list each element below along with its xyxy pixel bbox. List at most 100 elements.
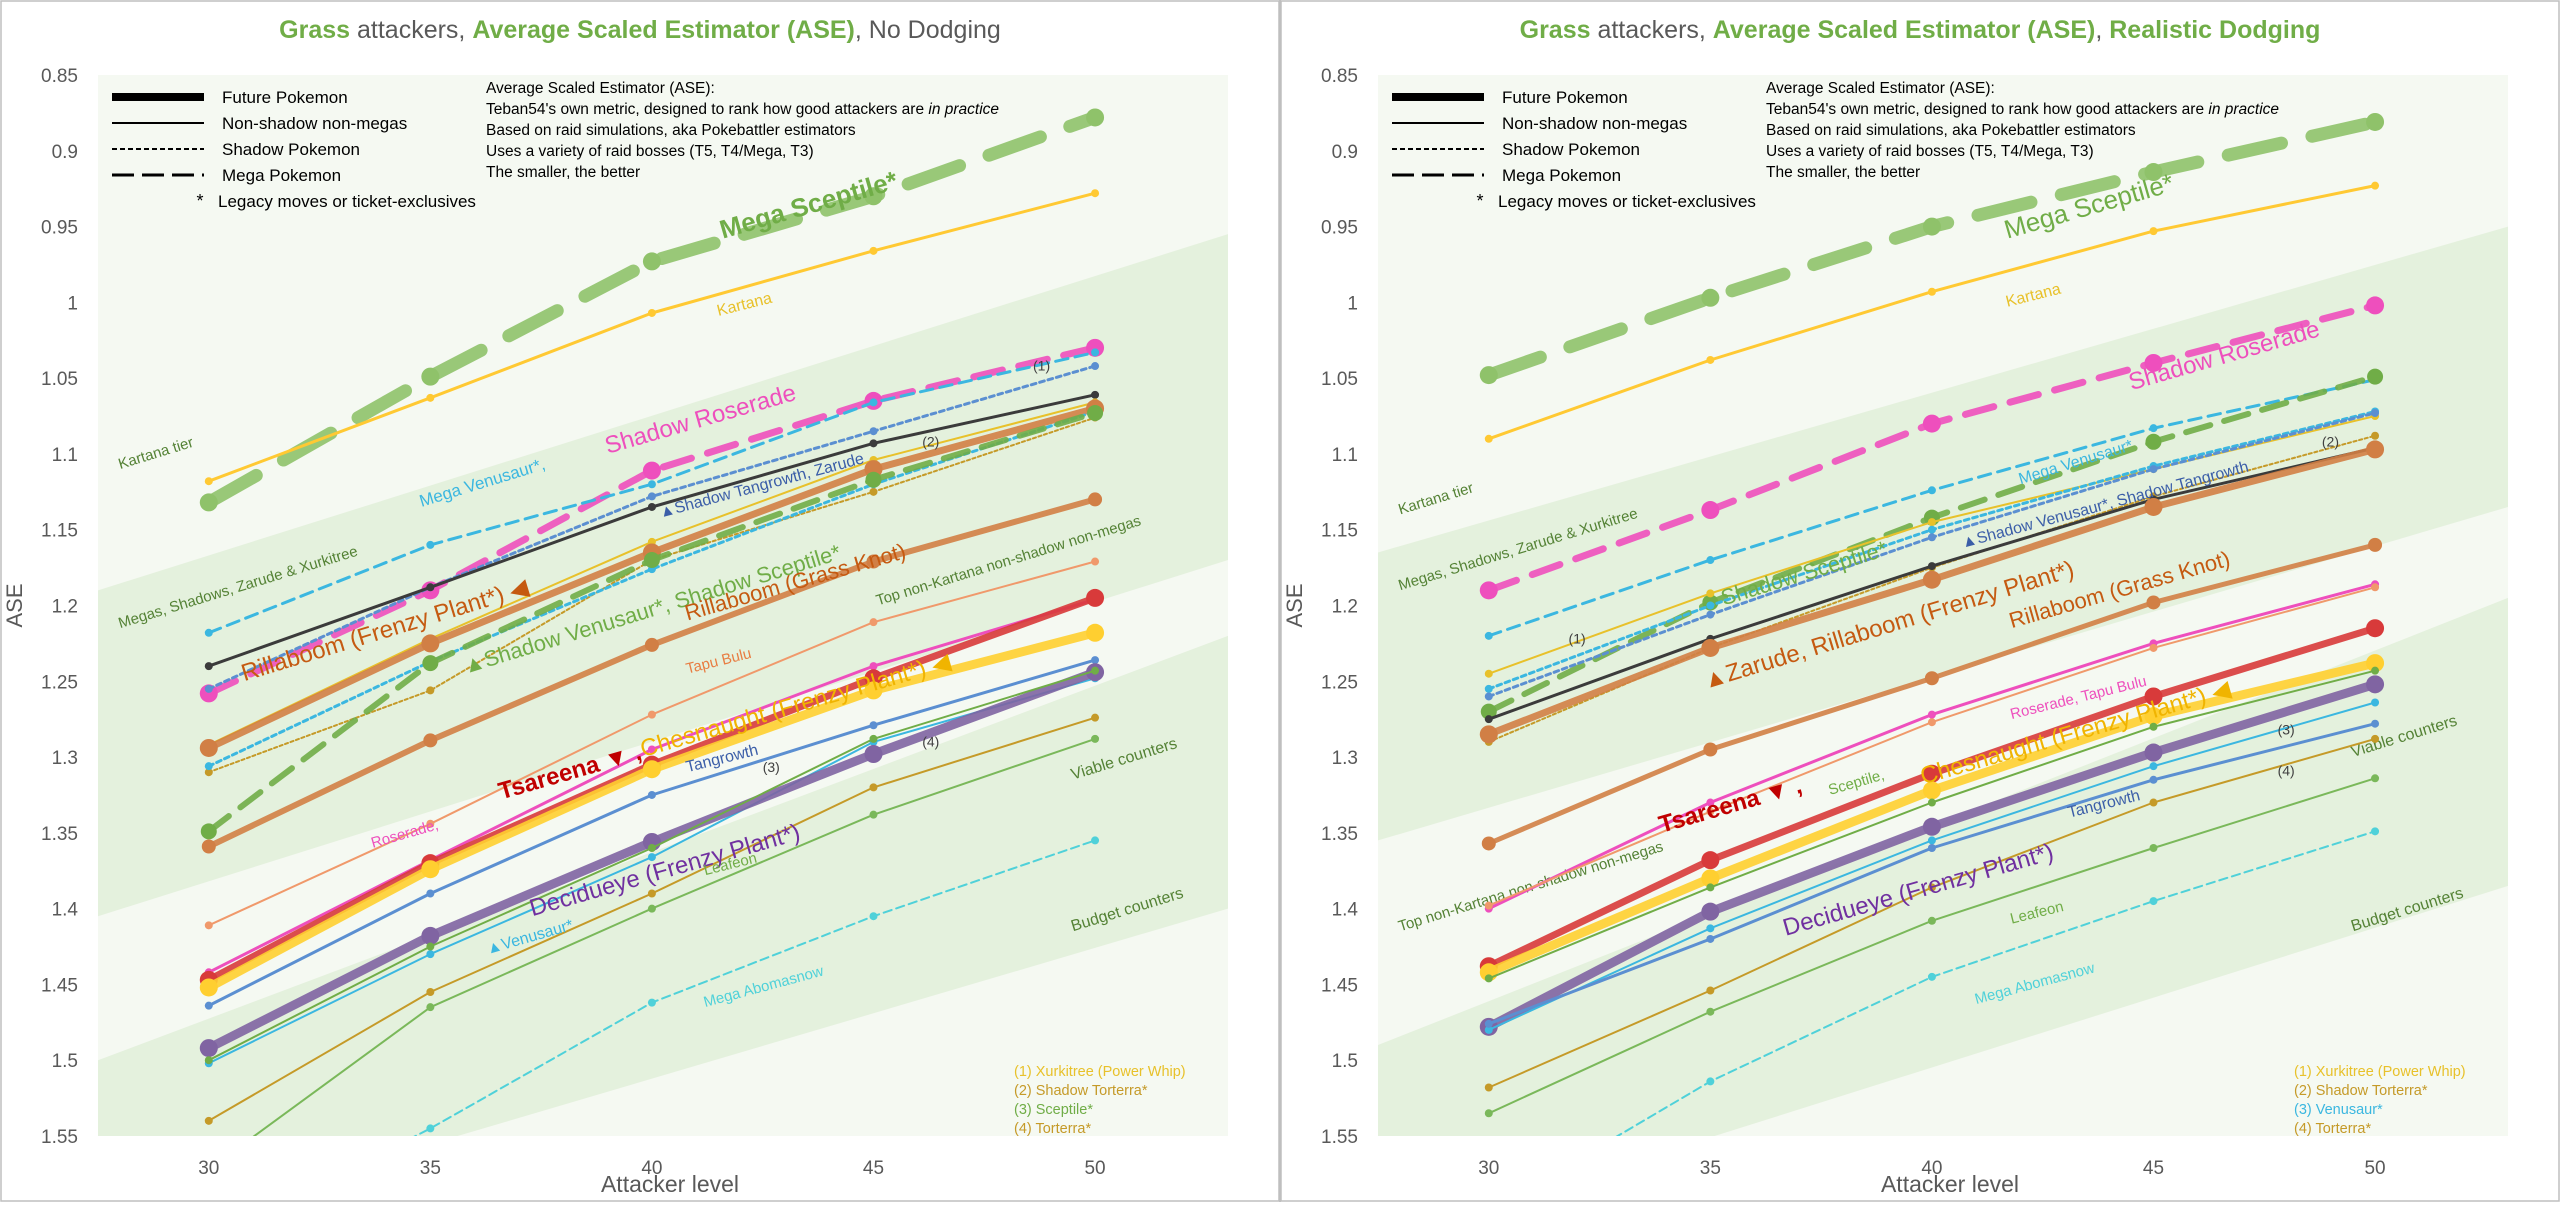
data-point-tangrowth (426, 889, 435, 898)
y-tick-label: 1.2 (52, 597, 78, 618)
series-label-3: (3) (2278, 721, 2295, 737)
legend-star-symbol: * (196, 191, 203, 211)
data-point-sceptile (1927, 798, 1936, 807)
data-point-mega-sceptile (1701, 288, 1720, 307)
series-shadow-sceptile (200, 405, 1104, 840)
y-tick-label: 1.15 (1321, 521, 1358, 542)
ase-note-line-2: Teban54's own metric, designed to rank h… (486, 101, 999, 118)
data-point-decidueye-frenzy-plant (2366, 675, 2385, 694)
data-point-rillaboom-grass-knot (644, 637, 659, 652)
data-point-leafeon (647, 904, 656, 913)
data-point-2-shadow-torterra (204, 768, 213, 777)
y-tick-label: 1.25 (41, 672, 78, 693)
legend-item-mega-pokemon: Mega Pokemon (1392, 166, 1621, 185)
y-tick-label: 1.5 (52, 1051, 78, 1072)
data-point-roserade (647, 745, 656, 754)
series-tsareena (1479, 619, 2385, 976)
series-chesnaught-frenzy-plant (1479, 654, 2385, 982)
data-point-chesnaught-frenzy-plant (642, 760, 661, 779)
series-decidueye-frenzy-plant (199, 663, 1105, 1058)
data-point-shadow-sceptile (2367, 368, 2384, 385)
data-point-decidueye-frenzy-plant (1701, 902, 1720, 921)
y-tick-label: 0.95 (1321, 218, 1358, 239)
ase-note-line-5: The smaller, the better (486, 164, 640, 181)
data-point-rillaboom-grass-knot (2146, 595, 2161, 610)
legend-item-legacy-moves-or-ticket-exclusives: * Legacy moves or ticket-exclusives (196, 191, 475, 211)
series-label-4: (4) (2278, 762, 2295, 778)
legend-label: Legacy moves or ticket-exclusives (218, 192, 476, 211)
data-point-mega-abomasnow (2149, 897, 2158, 906)
data-point-3-venusaur (1484, 1025, 1493, 1034)
series-mega-venusaur (204, 348, 1100, 637)
ase-note-line-3: Based on raid simulations, aka Pokebattl… (486, 122, 856, 139)
data-point-3-venusaur (2371, 698, 2380, 707)
data-point-rillaboom-grass-knot (1924, 671, 1939, 686)
ase-note-text: Based on raid simulations, aka Pokebattl… (486, 122, 856, 139)
data-point-kartana (2371, 181, 2380, 190)
x-tick-label: 50 (1084, 1158, 1105, 1179)
data-point-sceptile (2371, 666, 2380, 675)
data-point-chesnaught-frenzy-plant (2144, 707, 2163, 726)
series-kartana (204, 189, 1100, 486)
data-point-sceptile (1706, 883, 1715, 892)
data-point-shadow-tangrowth (204, 684, 213, 693)
data-point-mega-sceptile (199, 493, 218, 512)
ase-note-line-1: Average Scaled Estimator (ASE): (486, 80, 715, 97)
data-point-rillaboom-frenzy-plant (421, 634, 440, 653)
panel-frame (0, 0, 1280, 1202)
ase-note-text: Average Scaled Estimator (ASE): (486, 80, 715, 97)
series-zarude (204, 390, 1100, 671)
data-point-1-xurkitree-power-whip (1484, 669, 1493, 678)
series-line-shadow-roserade (205, 344, 1099, 697)
data-point-tangrowth (1484, 1019, 1493, 1028)
y-tick-label: 1.45 (41, 975, 78, 996)
y-tick-label: 1.1 (1332, 445, 1358, 466)
data-point-2-shadow-torterra (2371, 431, 2380, 440)
data-point-3-sceptile (426, 942, 435, 951)
data-point-mega-venusaur (426, 540, 435, 549)
chart-title: Grass attackers, Average Scaled Estimato… (279, 16, 1001, 44)
data-point-roserade (869, 662, 878, 671)
y-tick-label: 1.45 (1321, 975, 1358, 996)
legend-item-legacy-moves-or-ticket-exclusives: * Legacy moves or ticket-exclusives (1476, 191, 1755, 211)
footnote-3: (3) Venusaur* (2294, 1102, 2383, 1118)
legend-item-mega-pokemon: Mega Pokemon (112, 166, 341, 185)
title-part-w2: attackers, (1591, 16, 1713, 44)
x-axis-label: Attacker level (601, 1171, 739, 1197)
data-point-tsareena (1701, 851, 1720, 870)
data-point-top-non-kartana-non-shadow-non-megas (426, 819, 435, 828)
chart-title: Grass attackers, Average Scaled Estimato… (1520, 16, 2321, 44)
data-point-zarude (1484, 715, 1493, 724)
data-point-decidueye-frenzy-plant (2144, 743, 2163, 762)
y-tick-label: 1.3 (1332, 748, 1358, 769)
data-point-shadow-roserade (1922, 414, 1941, 433)
data-point-chesnaught-frenzy-plant (1086, 623, 1105, 642)
ase-note-text: Average Scaled Estimator (ASE): (1766, 80, 1995, 97)
data-point-decidueye-frenzy-plant (864, 745, 883, 764)
x-tick-label: 40 (1921, 1158, 1942, 1179)
data-point-3-sceptile (869, 734, 878, 743)
title-part-w1: Grass (279, 16, 350, 44)
data-point-mega-venusaur (2149, 424, 2158, 433)
ase-note-italic: in practice (928, 101, 999, 118)
data-point-mega-venusaur (1484, 631, 1493, 640)
data-point-top-non-kartana-non-shadow-non-megas (204, 921, 213, 930)
footnote-3: (3) Sceptile* (1014, 1102, 1093, 1118)
data-point-mega-venusaur (204, 628, 213, 637)
data-point-mega-abomasnow (647, 998, 656, 1007)
data-point-4-torterra (2149, 798, 2158, 807)
data-point-top-non-kartana-non-shadow-non-megas (869, 618, 878, 627)
series-rillaboom-grass-knot (1481, 537, 2383, 851)
data-point-2-shadow-torterra (426, 686, 435, 695)
data-point-4-torterra (2371, 734, 2380, 743)
tier-band-1 (98, 234, 1228, 917)
data-point-leafeon (1484, 1109, 1493, 1118)
y-tick-label: 1 (67, 293, 78, 314)
data-point-decidueye-frenzy-plant (1922, 817, 1941, 836)
series-mega-sceptile (199, 108, 1105, 512)
data-point-tangrowth (2149, 775, 2158, 784)
series-tangrowth (204, 656, 1100, 1010)
